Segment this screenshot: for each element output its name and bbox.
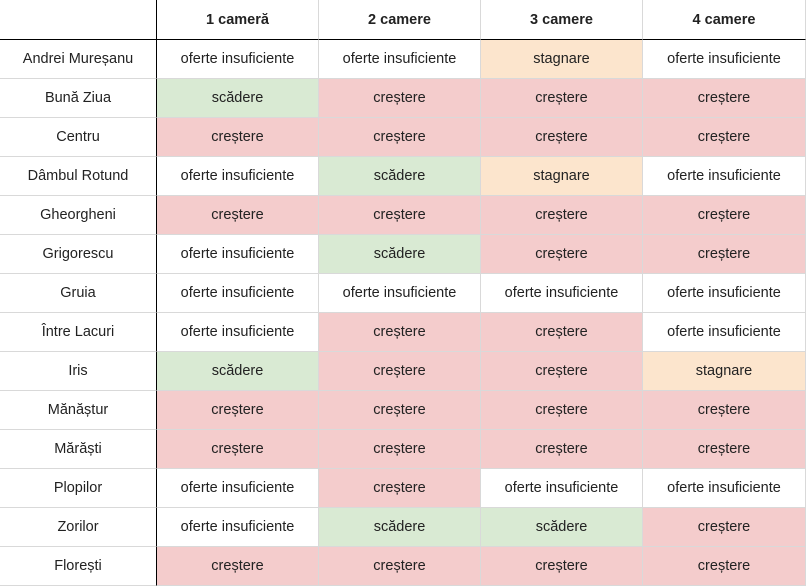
trend-cell[interactable]: creștere (319, 79, 481, 118)
row-label-neighborhood[interactable]: Mărăști (0, 430, 157, 469)
trend-cell[interactable]: oferte insuficiente (319, 40, 481, 79)
trend-cell[interactable]: creștere (643, 79, 806, 118)
trend-cell[interactable]: oferte insuficiente (481, 274, 643, 313)
trend-cell[interactable]: creștere (481, 313, 643, 352)
trend-cell[interactable]: creștere (319, 430, 481, 469)
row-label-neighborhood[interactable]: Iris (0, 352, 157, 391)
trend-cell[interactable]: creștere (481, 118, 643, 157)
trend-cell[interactable]: creștere (643, 196, 806, 235)
trend-cell[interactable]: creștere (643, 430, 806, 469)
row-label-neighborhood[interactable]: Florești (0, 547, 157, 586)
row-label-neighborhood[interactable]: Bună Ziua (0, 79, 157, 118)
trend-cell[interactable]: oferte insuficiente (157, 157, 319, 196)
trend-cell[interactable]: scădere (319, 157, 481, 196)
trend-cell[interactable]: creștere (319, 391, 481, 430)
trend-cell[interactable]: creștere (481, 196, 643, 235)
trend-cell[interactable]: oferte insuficiente (643, 157, 806, 196)
row-label-neighborhood[interactable]: Centru (0, 118, 157, 157)
trend-cell[interactable]: stagnare (481, 40, 643, 79)
trend-cell[interactable]: oferte insuficiente (643, 469, 806, 508)
trend-cell[interactable]: creștere (319, 196, 481, 235)
trend-cell[interactable]: creștere (481, 79, 643, 118)
trend-cell[interactable]: scădere (157, 79, 319, 118)
trend-cell[interactable]: scădere (157, 352, 319, 391)
row-label-neighborhood[interactable]: Zorilor (0, 508, 157, 547)
column-header[interactable]: 1 cameră (157, 0, 319, 40)
column-header[interactable]: 2 camere (319, 0, 481, 40)
trend-cell[interactable]: scădere (319, 235, 481, 274)
trend-cell[interactable]: creștere (481, 430, 643, 469)
trend-cell[interactable]: creștere (157, 430, 319, 469)
trend-cell[interactable]: creștere (319, 118, 481, 157)
trend-cell[interactable]: scădere (319, 508, 481, 547)
trend-cell[interactable]: scădere (481, 508, 643, 547)
column-header[interactable]: 3 camere (481, 0, 643, 40)
row-label-neighborhood[interactable]: Plopilor (0, 469, 157, 508)
trend-cell[interactable]: creștere (319, 313, 481, 352)
row-label-neighborhood[interactable]: Dâmbul Rotund (0, 157, 157, 196)
trend-cell[interactable]: creștere (643, 235, 806, 274)
trend-cell[interactable]: creștere (643, 547, 806, 586)
trend-cell[interactable]: creștere (643, 118, 806, 157)
trend-cell[interactable]: oferte insuficiente (643, 313, 806, 352)
row-label-neighborhood[interactable]: Andrei Mureșanu (0, 40, 157, 79)
trend-cell[interactable]: oferte insuficiente (157, 508, 319, 547)
trend-cell[interactable]: creștere (157, 547, 319, 586)
trend-cell[interactable]: oferte insuficiente (157, 313, 319, 352)
row-label-neighborhood[interactable]: Gruia (0, 274, 157, 313)
trend-cell[interactable]: oferte insuficiente (319, 274, 481, 313)
trend-cell[interactable]: creștere (157, 391, 319, 430)
trend-cell[interactable]: creștere (319, 469, 481, 508)
trend-cell[interactable]: creștere (157, 118, 319, 157)
trend-cell[interactable]: creștere (157, 196, 319, 235)
trend-cell[interactable]: creștere (319, 547, 481, 586)
trend-cell[interactable]: oferte insuficiente (481, 469, 643, 508)
row-label-neighborhood[interactable]: Gheorgheni (0, 196, 157, 235)
trend-cell[interactable]: stagnare (481, 157, 643, 196)
trend-cell[interactable]: creștere (481, 352, 643, 391)
row-label-neighborhood[interactable]: Mănăștur (0, 391, 157, 430)
trend-cell[interactable]: creștere (319, 352, 481, 391)
trend-cell[interactable]: oferte insuficiente (157, 469, 319, 508)
trend-cell[interactable]: oferte insuficiente (157, 40, 319, 79)
trend-cell[interactable]: oferte insuficiente (157, 274, 319, 313)
row-label-neighborhood[interactable]: Între Lacuri (0, 313, 157, 352)
trend-cell[interactable]: oferte insuficiente (643, 40, 806, 79)
row-label-neighborhood[interactable]: Grigorescu (0, 235, 157, 274)
corner-cell (0, 0, 157, 40)
trend-cell[interactable]: creștere (643, 391, 806, 430)
trend-cell[interactable]: creștere (481, 235, 643, 274)
trend-cell[interactable]: creștere (481, 391, 643, 430)
column-header[interactable]: 4 camere (643, 0, 806, 40)
trend-cell[interactable]: stagnare (643, 352, 806, 391)
trend-cell[interactable]: oferte insuficiente (157, 235, 319, 274)
trend-cell[interactable]: creștere (481, 547, 643, 586)
trend-cell[interactable]: oferte insuficiente (643, 274, 806, 313)
trend-cell[interactable]: creștere (643, 508, 806, 547)
